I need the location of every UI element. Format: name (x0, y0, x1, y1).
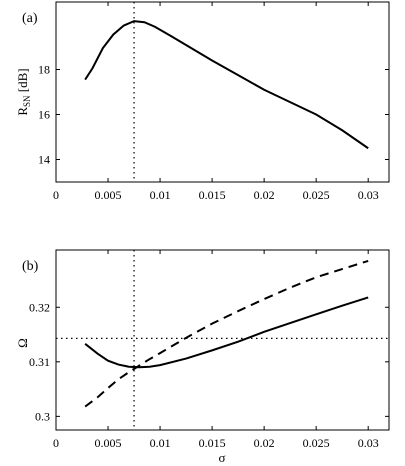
y-tick-label-a-0: 14 (38, 153, 50, 167)
x-tick-label-b-2: 0.01 (150, 436, 171, 450)
panel-b: (b) Ω σ 0 0.005 0.01 0.015 0.02 0.025 0.030.30… (15, 249, 390, 465)
x-tick-label-a-3: 0.015 (199, 188, 226, 202)
ylabel-main-a: R (15, 107, 30, 116)
x-tick-label-a-5: 0.025 (303, 188, 330, 202)
x-tick-label-b-1: 0.005 (95, 436, 122, 450)
x-tick-label-b-5: 0.025 (303, 436, 330, 450)
x-tick-label-b-3: 0.015 (199, 436, 226, 450)
x-tick-label-a-0: 0 (53, 188, 59, 202)
x-tick-label-a-6: 0.03 (358, 188, 379, 202)
y-tick-label-b-1: 0.31 (29, 355, 50, 369)
x-tick-label-b-4: 0.02 (254, 436, 275, 450)
y-tick-label-b-0: 0.3 (35, 409, 50, 423)
x-tick-label-a-2: 0.01 (150, 188, 171, 202)
y-tick-label-a-1: 16 (38, 108, 50, 122)
y-tick-label-a-2: 18 (38, 63, 50, 77)
ylabel-unit-a: [dB] (15, 68, 30, 95)
axes-frame-a (55, 1, 390, 183)
series-line-b-dashed (84, 259, 369, 408)
ticks-a: 0 0.005 0.01 0.015 0.02 0.025 0.03 14 16 18 (38, 2, 389, 202)
x-tick-label-b-6: 0.03 (358, 436, 379, 450)
y-axis-label-b: Ω (15, 338, 30, 348)
ticks-b: 0 0.005 0.01 0.015 0.02 0.025 0.03 0.3 0.31 0.32 (29, 250, 389, 450)
x-tick-label-a-4: 0.02 (254, 188, 275, 202)
y-tick-label-b-2: 0.32 (29, 300, 50, 314)
series-line-b-solid (84, 296, 369, 369)
reference-lines-b (56, 250, 389, 430)
panel-label-a: (a) (22, 11, 38, 26)
x-axis-label-b: σ (218, 450, 225, 465)
panel-a: (a) RSN [dB] 0 0.005 0.01 0.015 0.02 0.025 0.0… (15, 1, 390, 202)
series-a (84, 20, 369, 150)
panel-label-b: (b) (22, 259, 39, 274)
ylabel-sub-a: SN (22, 95, 32, 107)
axes-frame-b (55, 249, 390, 431)
y-axis-label-a: RSN [dB] (15, 68, 32, 115)
x-tick-label-b-0: 0 (53, 436, 59, 450)
series-line-a-solid (84, 20, 369, 150)
series-b (84, 259, 369, 408)
x-tick-label-a-1: 0.005 (95, 188, 122, 202)
